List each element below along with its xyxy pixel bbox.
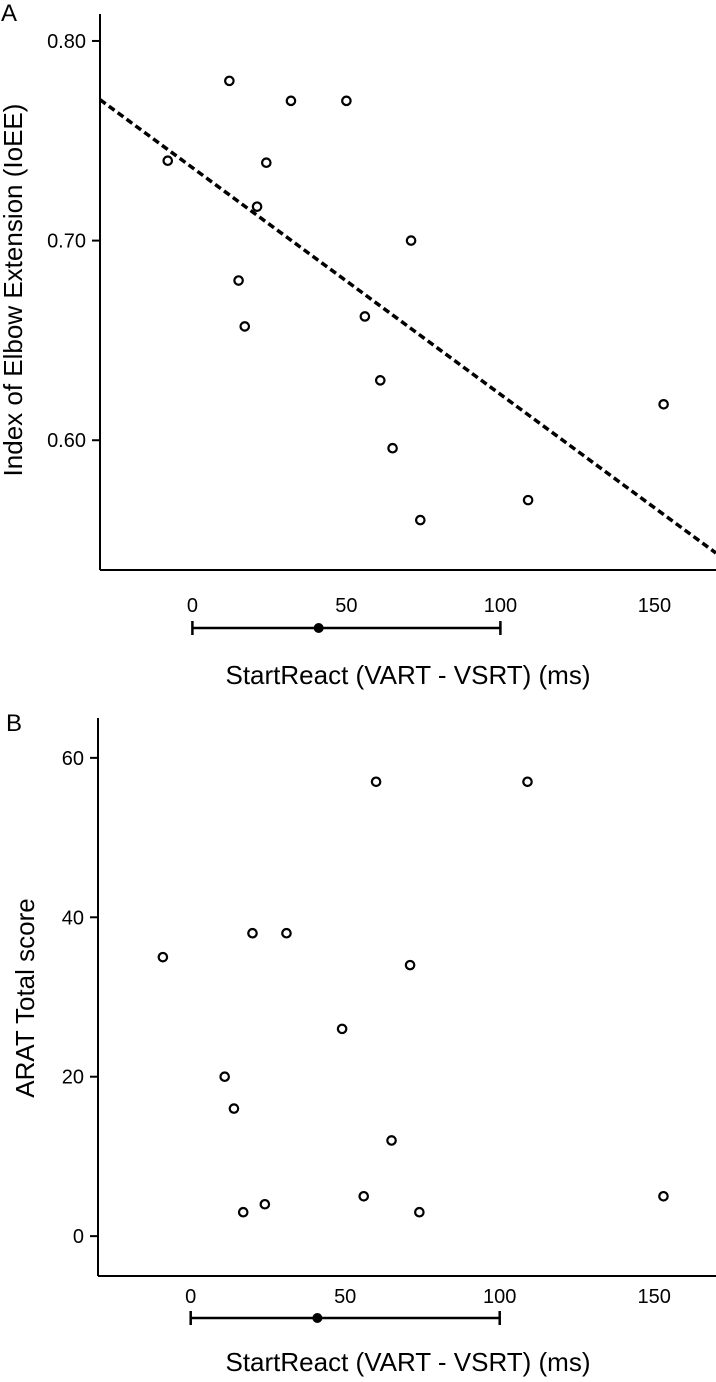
panel-b-data-point (358, 1190, 370, 1202)
panel-a-points (162, 75, 669, 526)
panel-a-data-point (359, 311, 371, 322)
panel-b-x-tick-label: 0 (185, 1286, 196, 1308)
panel-a-x-tick-label: 50 (335, 595, 357, 617)
panel-a-data-point (522, 494, 534, 506)
panel-b-data-point (219, 1071, 230, 1083)
panel-a-summary-bar (191, 621, 502, 635)
panel-a-data-point (405, 235, 417, 246)
panel-a-x-tick-label: 150 (638, 595, 671, 617)
panel-b-data-point (522, 776, 533, 788)
panel-b-y-axis-label: ARAT Total score (10, 898, 40, 1097)
panel-a-data-point (224, 75, 235, 87)
panel-b-y-tick-label: 60 (62, 748, 84, 770)
panel-a-data-point (387, 442, 398, 454)
panel-a-data-point (341, 95, 352, 107)
panel-a-data-point (261, 157, 272, 169)
panel-b-x-axis-label: StartReact (VART - VSRT) (ms) (225, 1347, 590, 1377)
panel-b-summary-bar (189, 1311, 501, 1325)
panel-b-y-tick-label: 40 (62, 907, 84, 929)
panel-b-data-point (370, 776, 382, 788)
panel-a-y-axis-label: Index of Elbow Extension (IoEE) (0, 104, 28, 477)
panel-a-data-point (233, 275, 244, 286)
panel-a-data-point (239, 321, 251, 332)
panel-a: A 0.60 0.70 0.80 0 50 100 150 StartReact (VAR… (0, 0, 716, 690)
panel-b-data-point (336, 1023, 348, 1035)
panel-b-data-point (247, 927, 258, 939)
panel-a-y-tick-label: 0.60 (47, 430, 86, 452)
panel-b-data-point (404, 959, 416, 971)
panel-a-summary-mean (313, 623, 324, 633)
panel-b-data-point (658, 1190, 669, 1202)
panel-a-data-point (374, 375, 386, 386)
panel-a-y-tick-label: 0.80 (47, 31, 86, 53)
panel-a-data-point (162, 155, 174, 167)
panel-b-summary-mean (312, 1313, 323, 1323)
panel-b-x-tick-label: 50 (334, 1286, 356, 1308)
panel-b-x-tick-label: 100 (483, 1286, 516, 1308)
panel-a-x-tick-label: 100 (484, 595, 517, 617)
panel-b-x-tick-label: 150 (638, 1286, 671, 1308)
panel-b-data-point (386, 1135, 397, 1146)
panel-b-y-tick-label: 20 (62, 1067, 84, 1089)
panel-b-data-point (237, 1206, 249, 1218)
panel-a-x-ticks: 0 50 100 150 (187, 595, 671, 617)
panel-b-data-point (281, 927, 292, 939)
panel-b-y-ticks: 0 20 40 60 (62, 748, 98, 1248)
panel-b-y-tick-label: 0 (73, 1226, 84, 1248)
panel-b-data-point (157, 951, 169, 963)
panel-a-fit-line (98, 98, 716, 555)
panel-b-data-point (228, 1103, 240, 1114)
panel-a-data-point (415, 514, 426, 526)
panel-b-points (157, 776, 669, 1218)
panel-b-label: B (6, 710, 22, 737)
panel-a-data-point (285, 95, 297, 107)
panel-a-data-point (251, 201, 263, 212)
panel-a-x-tick-label: 0 (187, 595, 198, 617)
panel-b-x-ticks: 0 50 100 150 (185, 1286, 671, 1308)
panel-b-data-point (259, 1198, 271, 1210)
panel-b: B 0 20 40 60 0 50 100 150 StartReact (VART - V… (6, 710, 716, 1377)
panel-b-data-point (414, 1206, 425, 1218)
panel-a-y-ticks: 0.60 0.70 0.80 (47, 31, 100, 452)
panel-a-x-axis-label: StartReact (VART - VSRT) (ms) (225, 660, 590, 690)
panel-a-label: A (1, 0, 17, 27)
panel-a-data-point (658, 398, 669, 410)
panel-a-y-tick-label: 0.70 (47, 231, 86, 253)
